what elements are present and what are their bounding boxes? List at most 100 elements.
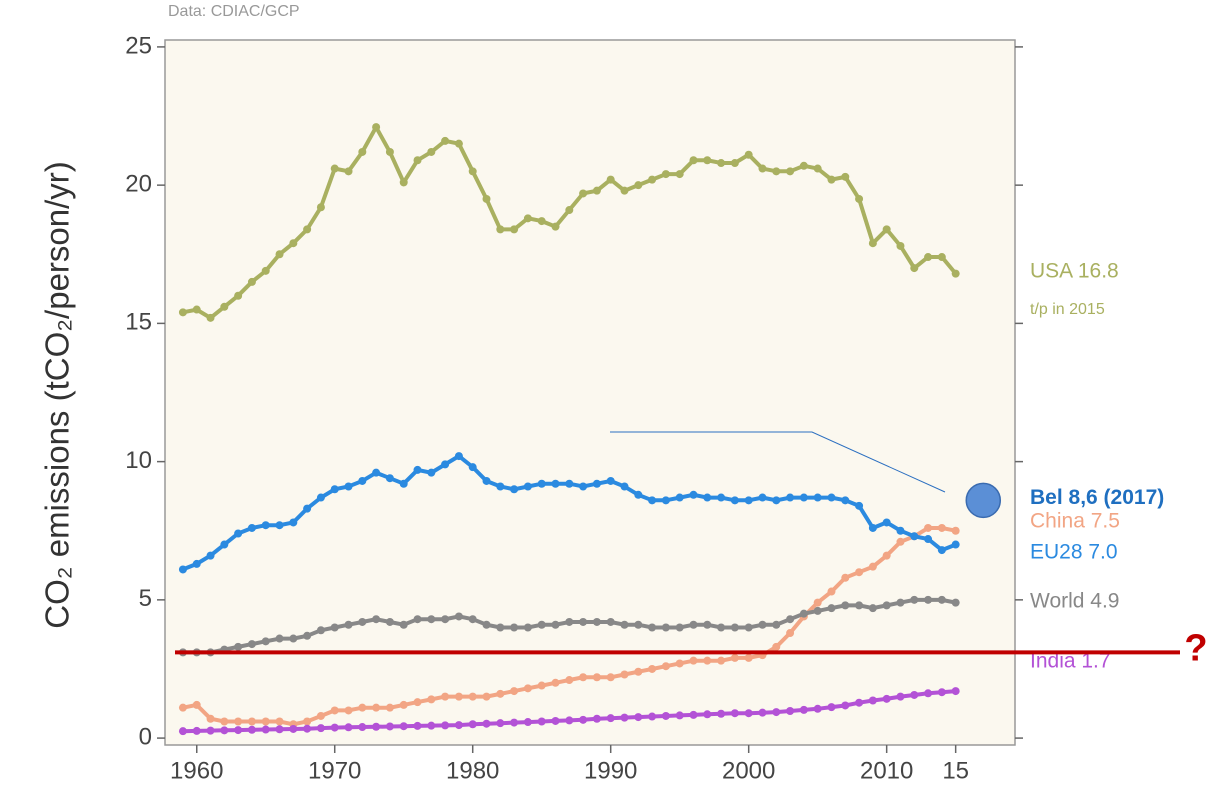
point [303,225,312,234]
point [689,156,698,165]
point [675,170,684,179]
point [634,667,643,676]
point [758,620,767,629]
point [551,716,560,725]
point [234,726,243,735]
source: Data: CDIAC/GCP [168,3,300,20]
point [413,721,422,730]
point [730,623,739,632]
point [482,692,491,701]
point [703,710,712,719]
series-note: t/p in 2015 [1030,301,1105,318]
point [924,523,933,532]
point [606,617,615,626]
point [523,482,532,491]
point [841,701,850,710]
point [592,479,601,488]
point [813,606,822,615]
point [924,253,933,262]
point [482,620,491,629]
point [275,521,284,530]
point [924,535,933,544]
point [551,620,560,629]
point [441,136,450,145]
series-label: India 1.7 [1030,650,1111,673]
point [689,620,698,629]
point [234,291,243,300]
point [896,598,905,607]
point [344,167,353,176]
x-tick-label: 1990 [584,757,637,784]
point [924,689,933,698]
point [206,313,215,322]
point [372,123,381,132]
x-tick-label: 1970 [308,757,361,784]
point [523,623,532,632]
point [413,465,422,474]
point [523,718,532,727]
point [413,698,422,707]
point [358,723,367,732]
point [441,692,450,701]
point [606,175,615,184]
point [717,623,726,632]
point [289,239,298,248]
point [606,673,615,682]
point [620,620,629,629]
point [385,617,394,626]
point [855,698,864,707]
point [827,493,836,502]
point [358,617,367,626]
point [620,670,629,679]
y-tick-label: 10 [125,447,152,474]
point [579,617,588,626]
point [868,523,877,532]
point [427,615,436,624]
point [786,493,795,502]
point [827,175,836,184]
point [703,493,712,502]
point [482,719,491,728]
point [316,203,325,212]
point [841,172,850,181]
point [289,724,298,733]
point [841,496,850,505]
y-tick-label: 0 [139,723,152,750]
point [330,623,339,632]
point [896,692,905,701]
point [358,147,367,156]
point [855,568,864,577]
point [910,532,919,541]
point [372,703,381,712]
point [786,167,795,176]
point [399,178,408,187]
point [758,164,767,173]
point [261,521,270,530]
point [330,706,339,715]
point [316,493,325,502]
point [579,715,588,724]
point [234,642,243,651]
point [427,695,436,704]
point [523,214,532,223]
point [730,159,739,168]
point [344,620,353,629]
point [496,689,505,698]
point [441,615,450,624]
point [813,704,822,713]
point [896,537,905,546]
point [247,725,256,734]
point [799,161,808,170]
point [634,713,643,722]
point [648,712,657,721]
point [717,159,726,168]
point [937,595,946,604]
point [510,687,519,696]
point [372,722,381,731]
point [551,222,560,231]
point [661,170,670,179]
point [496,225,505,234]
point [648,496,657,505]
point [358,476,367,485]
point [786,615,795,624]
